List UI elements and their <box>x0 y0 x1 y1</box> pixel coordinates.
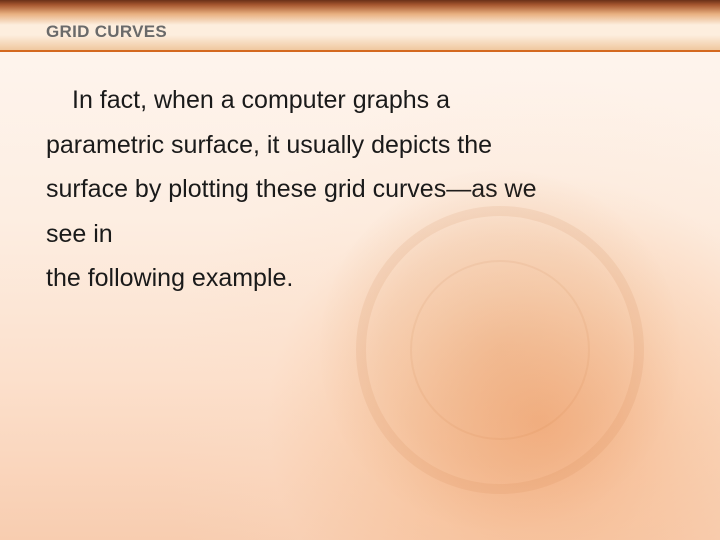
body-line: In fact, when a computer graphs a <box>72 86 450 114</box>
body-line: parametric surface, it usually depicts t… <box>46 131 492 159</box>
body-line: see in <box>46 220 113 248</box>
slide-body: In fact, when a computer graphs a parame… <box>46 78 680 301</box>
body-line: surface by plotting these grid curves—as… <box>46 175 537 203</box>
body-line: the following example. <box>46 264 293 292</box>
slide-title: GRID CURVES <box>46 22 167 42</box>
header-underline <box>0 50 720 52</box>
